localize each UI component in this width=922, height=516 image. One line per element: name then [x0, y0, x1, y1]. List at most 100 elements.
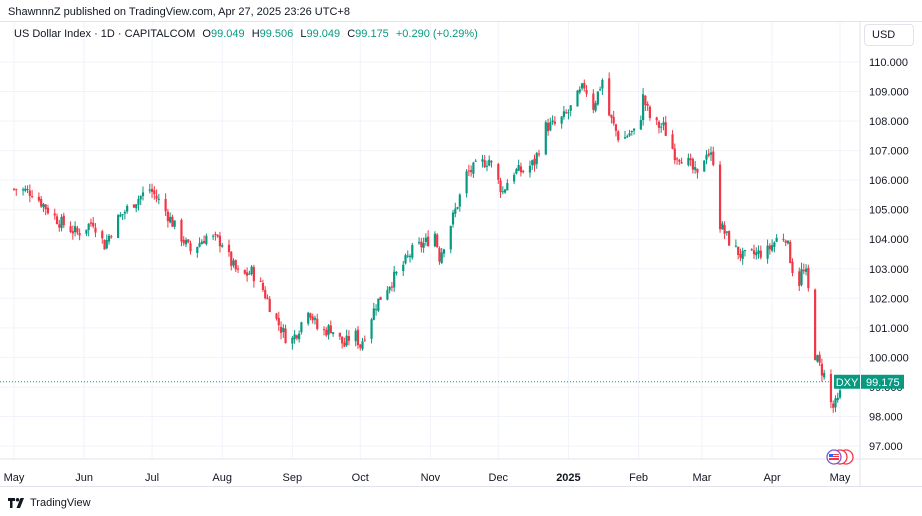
- candle-down: [490, 161, 493, 163]
- candle-up: [515, 169, 518, 174]
- candle-up: [354, 330, 357, 342]
- candle-up: [248, 273, 251, 275]
- candle-up: [200, 241, 203, 245]
- candle-up: [451, 212, 455, 225]
- candle-down: [608, 78, 611, 116]
- candle-up: [440, 252, 443, 264]
- candle-down: [78, 232, 81, 236]
- candle-up: [135, 204, 138, 209]
- candle-down: [164, 199, 167, 212]
- x-tick-label: Apr: [764, 472, 781, 484]
- candle-down: [617, 131, 620, 141]
- candle-up: [404, 255, 407, 264]
- events-badge-icon[interactable]: [820, 449, 856, 465]
- candle-up: [221, 245, 224, 247]
- candle-down: [359, 344, 362, 348]
- candle-up: [576, 90, 579, 107]
- candle-down: [94, 227, 97, 233]
- candle-down: [284, 328, 287, 344]
- x-tick-label: Oct: [352, 472, 369, 484]
- candle-up: [449, 226, 452, 250]
- candle-up: [212, 235, 215, 237]
- candle-up: [800, 268, 803, 285]
- candle-up: [105, 239, 108, 249]
- candle-down: [31, 196, 34, 198]
- candle-down: [295, 335, 298, 339]
- candle-up: [481, 159, 484, 162]
- candle-up: [567, 112, 570, 114]
- candle-up: [562, 111, 566, 117]
- candle-up: [139, 196, 142, 200]
- candle-up: [535, 152, 538, 164]
- legend-low-label: L: [300, 28, 307, 40]
- candle-down: [62, 215, 65, 226]
- candle-up: [804, 268, 808, 272]
- candle-up: [388, 286, 391, 291]
- candle-down: [343, 342, 346, 347]
- candle-down: [189, 243, 192, 252]
- candle-up: [528, 165, 532, 173]
- candle-down: [12, 188, 16, 190]
- candlestick-chart[interactable]: 97.00098.00099.000100.000101.000102.0001…: [0, 22, 922, 487]
- candle-up: [580, 83, 584, 89]
- y-tick-label: 98.000: [869, 411, 903, 423]
- legend-close-label: C: [347, 28, 356, 40]
- candle-down: [712, 151, 715, 165]
- candle-up: [560, 116, 563, 124]
- candle-down: [657, 121, 661, 128]
- price-tag-value: 99.175: [866, 377, 900, 389]
- candle-down: [553, 121, 556, 124]
- x-tick-label: Sep: [283, 472, 303, 484]
- candle-down: [338, 332, 341, 337]
- candle-down: [234, 260, 237, 270]
- candle-up: [549, 122, 552, 131]
- candle-up: [632, 128, 636, 131]
- candle-down: [363, 339, 366, 341]
- candle-up: [26, 188, 29, 190]
- legend-open: 99.049: [210, 28, 245, 40]
- candle-down: [356, 329, 360, 346]
- candle-down: [791, 261, 794, 273]
- candle-down: [718, 164, 722, 230]
- x-tick-label: Jul: [145, 472, 159, 484]
- candle-up: [393, 271, 396, 288]
- x-tick-label: Aug: [212, 472, 232, 484]
- candle-down: [101, 231, 104, 239]
- candle-down: [28, 190, 31, 196]
- candle-up: [116, 215, 120, 239]
- y-tick-label: 103.000: [869, 264, 909, 276]
- candle-down: [739, 253, 742, 258]
- candle-up: [370, 319, 373, 339]
- candle-down: [664, 122, 667, 136]
- candle-up: [148, 189, 151, 191]
- candle-down: [610, 114, 613, 118]
- candle-down: [438, 248, 441, 262]
- candle-up: [169, 216, 172, 223]
- candle-down: [243, 270, 246, 274]
- candle-up: [517, 165, 520, 171]
- candle-up: [456, 207, 459, 209]
- candle-up: [642, 94, 645, 121]
- candle-down: [612, 116, 615, 124]
- legend-high: 99.506: [259, 28, 294, 40]
- candle-down: [218, 235, 222, 247]
- candle-down: [673, 148, 676, 161]
- candle-up: [741, 250, 744, 260]
- currency-button[interactable]: USD: [864, 24, 914, 46]
- legend-symbol: US Dollar Index · 1D · CAPITALCOM: [14, 28, 196, 40]
- candle-down: [171, 216, 174, 227]
- candle-up: [119, 214, 122, 217]
- candle-down: [259, 280, 262, 282]
- x-tick-label: May: [4, 472, 25, 484]
- footer-brand-label: TradingView: [30, 497, 91, 509]
- candle-down: [723, 225, 726, 234]
- candle-up: [408, 255, 412, 257]
- candle-up: [734, 245, 738, 247]
- candle-down: [752, 250, 756, 255]
- x-tick-label: Jun: [75, 472, 93, 484]
- candle-down: [750, 249, 753, 251]
- candle-up: [157, 198, 160, 200]
- x-tick-label: Mar: [692, 472, 711, 484]
- candle-down: [92, 222, 95, 227]
- candle-down: [214, 234, 217, 236]
